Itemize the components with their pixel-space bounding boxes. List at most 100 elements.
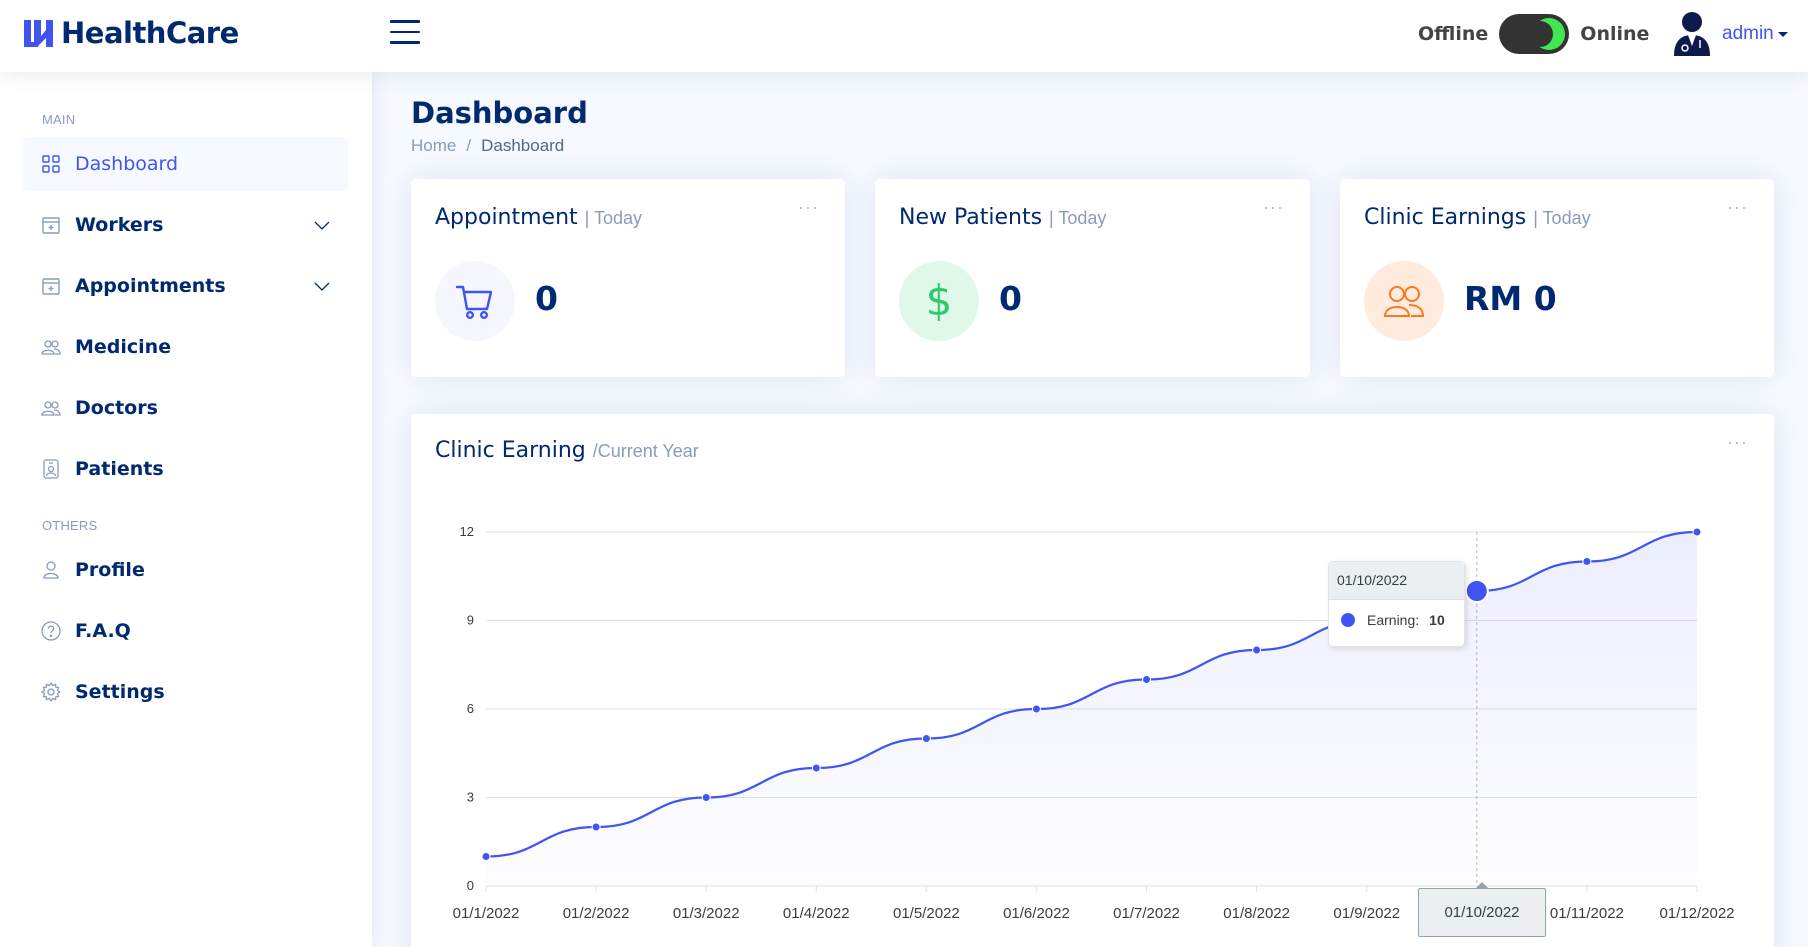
sidebar-item-label: Workers <box>75 214 164 236</box>
series-line-earning <box>485 530 1698 858</box>
card-menu-icon[interactable]: ··· <box>1727 197 1748 217</box>
y-tick-label: 6 <box>467 701 474 716</box>
calendar-plus-icon <box>41 276 61 296</box>
chevron-down-icon <box>1777 31 1788 37</box>
people-icon <box>1364 261 1444 341</box>
card-value: 0 <box>535 279 558 318</box>
new-patients-card: ··· New Patients | Today $ 0 <box>875 179 1310 377</box>
data-point <box>1031 704 1041 714</box>
chart-title: Clinic Earning /Current Year <box>435 438 699 463</box>
online-toggle[interactable] <box>1499 14 1570 54</box>
app-logo[interactable]: HealthCare <box>22 16 239 50</box>
y-tick-label: 0 <box>467 878 474 893</box>
online-status: Offline Online <box>1418 14 1649 54</box>
data-point <box>1252 645 1262 655</box>
x-tick-label: 01/1/2022 <box>453 905 520 922</box>
chart-title-sub: /Current Year <box>592 441 699 461</box>
tooltip-value: 10 <box>1429 612 1445 628</box>
x-tick-label: 01/4/2022 <box>783 905 850 922</box>
sidebar-item-medicine[interactable]: Medicine <box>23 320 348 374</box>
card-title-text: Appointment <box>435 205 578 230</box>
logo-icon <box>24 20 53 47</box>
data-point <box>811 763 821 773</box>
moon-icon <box>1527 18 1566 50</box>
card-title-sub: | Today <box>1049 208 1107 228</box>
sidebar-item-settings[interactable]: Settings <box>23 665 348 719</box>
data-point <box>1142 675 1152 684</box>
breadcrumb-home[interactable]: Home <box>411 136 457 155</box>
question-circle-icon <box>41 621 61 641</box>
data-point <box>591 822 601 832</box>
x-tick-label: 01/11/2022 <box>1550 905 1624 922</box>
people-icon <box>41 398 61 418</box>
x-axis-tooltip: 01/10/2022 <box>1418 882 1546 937</box>
card-title-text: New Patients <box>899 205 1043 230</box>
card-title: Clinic Earnings | Today <box>1364 205 1591 230</box>
x-tick-label: 01/8/2022 <box>1223 905 1290 922</box>
y-tick-label: 12 <box>460 524 474 539</box>
sidebar-item-faq[interactable]: F.A.Q <box>23 604 348 658</box>
x-tick-label: 01/9/2022 <box>1333 905 1400 922</box>
series-marker <box>1341 613 1355 627</box>
sidebar-heading-others: OTHERS <box>42 518 98 533</box>
chevron-down-icon <box>314 221 330 230</box>
tooltip-date: 01/10/2022 <box>1329 562 1464 600</box>
y-tick-label: 9 <box>467 613 474 628</box>
dollar-icon: $ <box>899 261 979 341</box>
doctor-avatar-icon <box>1674 12 1710 56</box>
data-point <box>921 734 931 743</box>
x-tick-label: 01/2/2022 <box>563 905 630 922</box>
sidebar-item-appointments[interactable]: Appointments <box>23 259 348 313</box>
clinic-earning-chart-card: ··· Clinic Earning /Current Year 0 3 6 9 12 0… <box>411 414 1774 947</box>
page-title: Dashboard <box>411 96 588 130</box>
sidebar-item-label: Dashboard <box>75 153 179 175</box>
sidebar-item-label: Appointments <box>75 275 226 297</box>
clinic-earnings-card: ··· Clinic Earnings | Today RM 0 <box>1340 179 1774 377</box>
data-point <box>1692 527 1702 537</box>
sidebar-item-label: F.A.Q <box>75 620 131 642</box>
sidebar-item-patients[interactable]: Patients <box>23 442 348 496</box>
card-title-sub: | Today <box>1533 208 1591 228</box>
sidebar-item-profile[interactable]: Profile <box>23 543 348 597</box>
person-icon <box>41 560 61 580</box>
menu-toggle-icon[interactable] <box>390 20 420 48</box>
card-value: 0 <box>999 279 1022 318</box>
chart-tooltip: 01/10/2022 Earning: 10 <box>1328 561 1465 647</box>
x-tick-label: 01/12/2022 <box>1659 905 1734 922</box>
sidebar-item-workers[interactable]: Workers <box>23 198 348 252</box>
earning-line-chart[interactable]: 0 3 6 9 12 01/1/2022 01/2/2022 01/3/2022 01/4/20… <box>411 414 1774 947</box>
app-name: HealthCare <box>61 16 239 50</box>
sidebar-item-doctors[interactable]: Doctors <box>23 381 348 435</box>
user-menu[interactable]: admin <box>1672 10 1788 58</box>
person-badge-icon <box>41 459 61 479</box>
x-tick-label: 01/5/2022 <box>893 905 960 922</box>
card-menu-icon[interactable]: ··· <box>798 197 819 217</box>
card-title-text: Clinic Earnings <box>1364 205 1527 230</box>
calendar-plus-icon <box>41 215 61 235</box>
sidebar: MAIN Dashboard Workers Appointments Medi… <box>0 72 372 947</box>
sidebar-heading-main: MAIN <box>42 112 76 127</box>
grid-icon <box>41 154 61 174</box>
tooltip-label: Earning: <box>1367 612 1420 628</box>
sidebar-item-dashboard[interactable]: Dashboard <box>23 137 348 191</box>
status-online-label: Online <box>1580 23 1650 45</box>
breadcrumb-separator: / <box>466 136 472 155</box>
card-menu-icon[interactable]: ··· <box>1727 432 1748 452</box>
cart-icon <box>435 261 515 341</box>
sidebar-item-label: Doctors <box>75 397 158 419</box>
data-point <box>1582 557 1592 566</box>
chart-title-text: Clinic Earning <box>435 438 586 463</box>
card-title-sub: | Today <box>584 208 643 228</box>
sidebar-item-label: Profile <box>75 559 145 581</box>
data-point <box>701 793 711 802</box>
x-tick-label: 01/7/2022 <box>1113 905 1180 922</box>
card-title: New Patients | Today <box>899 205 1106 230</box>
breadcrumb-current: Dashboard <box>481 136 565 155</box>
status-offline-label: Offline <box>1418 23 1489 45</box>
top-header: HealthCare Offline Online admin <box>0 0 1808 72</box>
y-tick-label: 3 <box>467 790 474 805</box>
card-menu-icon[interactable]: ··· <box>1263 197 1284 217</box>
sidebar-item-label: Patients <box>75 458 164 480</box>
people-icon <box>41 337 61 357</box>
data-point <box>1464 579 1489 603</box>
